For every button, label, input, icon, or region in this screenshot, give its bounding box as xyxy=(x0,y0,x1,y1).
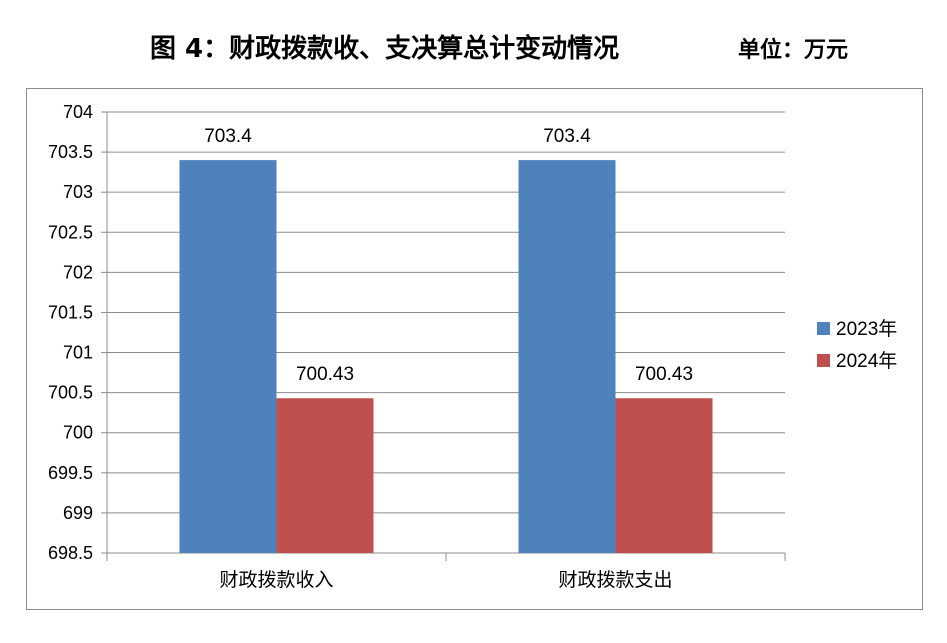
y-tick-label: 702 xyxy=(63,262,93,282)
y-tick-label: 701.5 xyxy=(48,302,93,322)
data-label: 703.4 xyxy=(204,126,252,147)
unit-label: 单位：万元 xyxy=(738,38,849,63)
data-label: 703.4 xyxy=(543,126,591,147)
bar-series2 xyxy=(276,398,374,553)
category-label: 财政拨款支出 xyxy=(558,569,672,591)
chart-frame xyxy=(26,88,923,610)
legend-label: 2024年 xyxy=(836,350,897,372)
legend-label: 2023年 xyxy=(836,318,897,340)
y-tick-label: 702.5 xyxy=(48,222,93,242)
data-label: 700.43 xyxy=(635,364,693,385)
data-label: 700.43 xyxy=(296,364,354,385)
y-tick-label: 703.5 xyxy=(48,142,93,162)
y-tick-label: 704 xyxy=(63,102,93,122)
y-tick-label: 699 xyxy=(63,503,93,523)
bar-series2 xyxy=(615,398,713,553)
legend-swatch xyxy=(817,354,830,367)
category-label: 财政拨款收入 xyxy=(219,569,333,591)
bar-series1 xyxy=(518,160,616,554)
y-tick-label: 703 xyxy=(63,182,93,202)
legend-swatch xyxy=(817,322,830,335)
y-tick-label: 700.5 xyxy=(48,383,93,403)
y-tick-label: 698.5 xyxy=(48,543,93,563)
y-tick-label: 700 xyxy=(63,423,93,443)
y-tick-label: 699.5 xyxy=(48,463,93,483)
bar-series1 xyxy=(179,160,277,554)
chart-title: 图 4：财政拨款收、支决算总计变动情况 xyxy=(150,34,620,64)
y-tick-label: 701 xyxy=(63,343,93,363)
